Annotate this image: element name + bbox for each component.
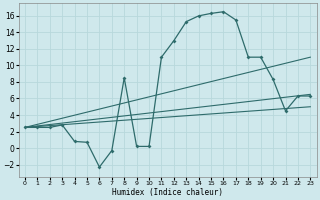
X-axis label: Humidex (Indice chaleur): Humidex (Indice chaleur) [112, 188, 223, 197]
